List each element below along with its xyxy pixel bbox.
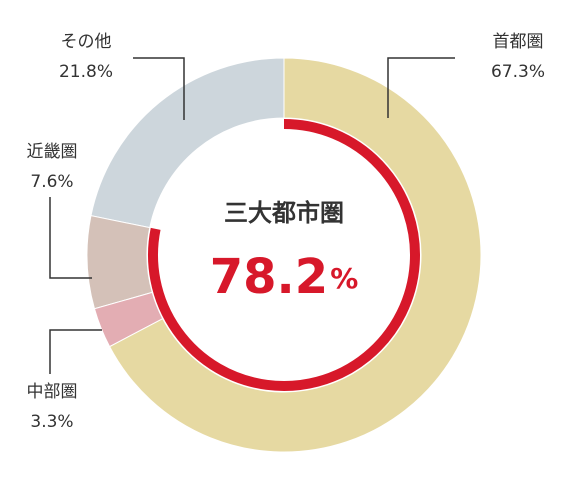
value-label: 67.3%	[491, 62, 545, 82]
value-label: 21.8%	[59, 62, 113, 82]
leader-line	[49, 197, 92, 279]
leader-line	[387, 57, 455, 118]
donut-slice	[86, 215, 153, 310]
value-label: 3.3%	[30, 412, 73, 432]
highlight-value: 78.2%	[210, 249, 359, 305]
highlight-arc	[148, 119, 420, 391]
category-label: 近畿圏	[27, 142, 78, 162]
leader-line	[133, 57, 185, 120]
category-label: 中部圏	[27, 382, 78, 402]
donut-slice	[93, 291, 164, 348]
donut-slice	[108, 57, 482, 453]
leader-line	[49, 329, 102, 374]
category-label: 首都圏	[493, 32, 544, 52]
highlight-title: 三大都市圏	[224, 199, 344, 227]
highlight-number: 78.2	[210, 249, 328, 305]
highlight-unit: %	[330, 262, 358, 295]
value-label: 7.6%	[30, 172, 73, 192]
category-label: その他	[61, 32, 112, 52]
